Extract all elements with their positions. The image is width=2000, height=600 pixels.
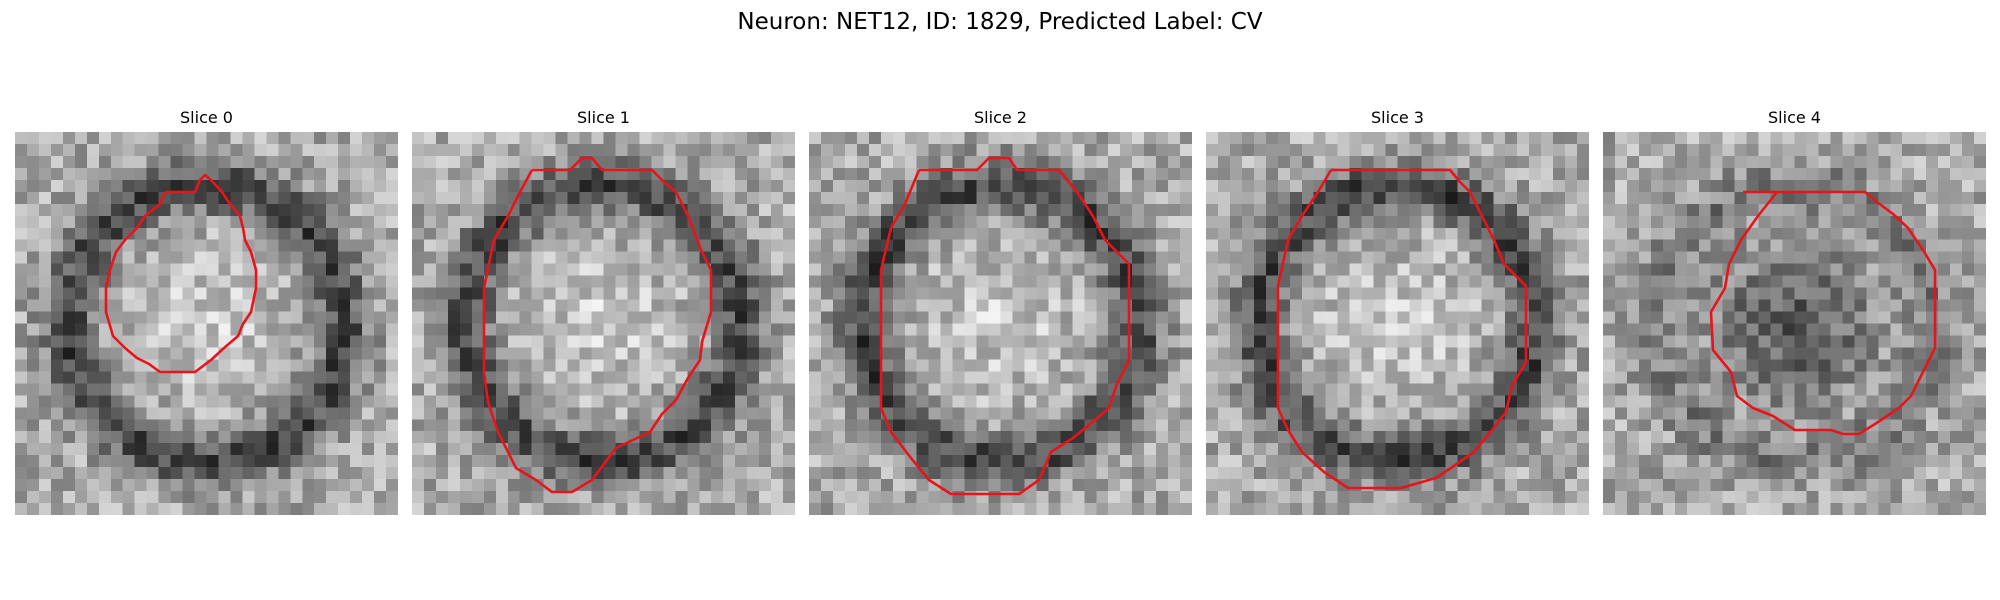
slice-4-panel: Slice 4: [1603, 106, 1986, 515]
slice-0-panel: Slice 0: [15, 106, 398, 515]
slice-1-image: [412, 132, 795, 515]
slice-0-title: Slice 0: [180, 108, 233, 127]
slice-2-title: Slice 2: [974, 108, 1027, 127]
slice-4-title: Slice 4: [1768, 108, 1821, 127]
slice-3-image: [1206, 132, 1589, 515]
slice-4-image: [1603, 132, 1986, 515]
slice-2-panel: Slice 2: [809, 106, 1192, 515]
slice-1-title: Slice 1: [577, 108, 630, 127]
slice-3-panel: Slice 3: [1206, 106, 1589, 515]
slice-3-title: Slice 3: [1371, 108, 1424, 127]
slice-0-image: [15, 132, 398, 515]
slice-2-image: [809, 132, 1192, 515]
figure-title: Neuron: NET12, ID: 1829, Predicted Label…: [737, 9, 1263, 35]
slice-1-panel: Slice 1: [412, 106, 795, 515]
